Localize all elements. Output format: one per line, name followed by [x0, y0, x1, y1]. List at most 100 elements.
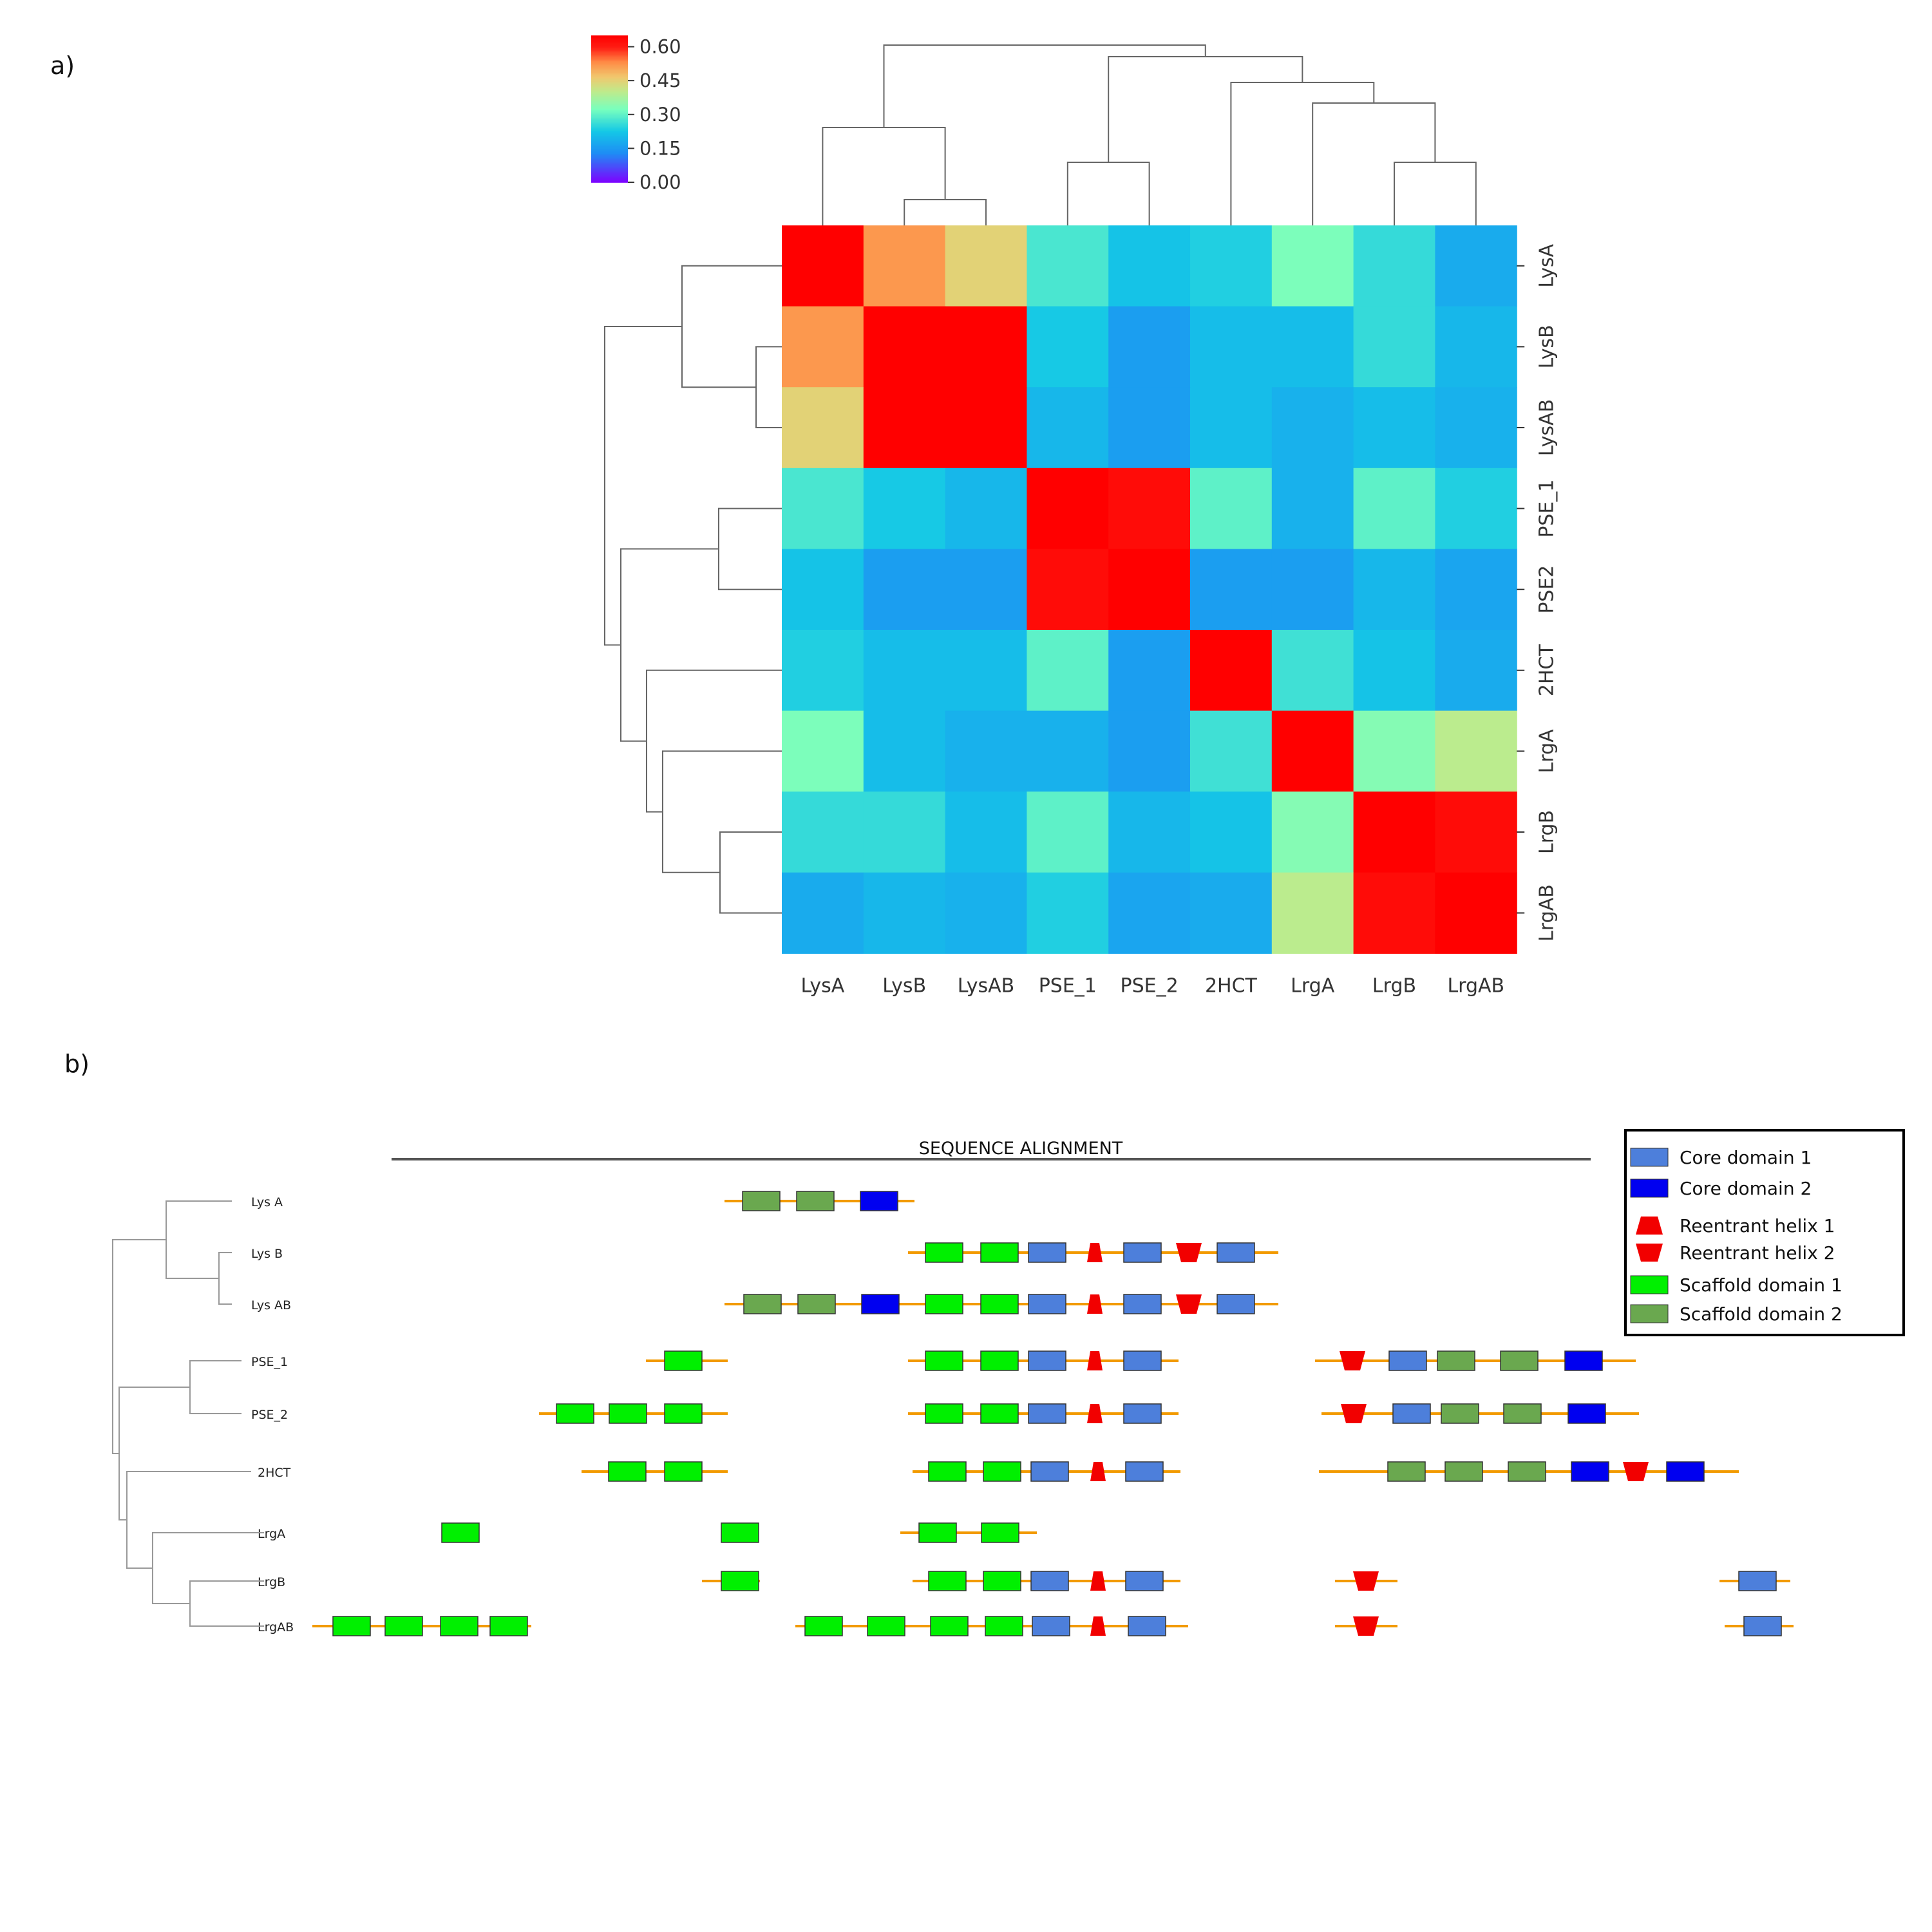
domain-scaf1-6-2-0 — [918, 1522, 957, 1543]
tree-leaf-label-5: 2HCT — [258, 1466, 291, 1480]
heatmap-cell-5-7 — [1353, 630, 1435, 712]
colorbar-step-48 — [591, 97, 628, 99]
alignment-row-4 — [539, 1403, 1639, 1424]
column-dendrogram — [822, 44, 1477, 225]
domain-rh2-8-2-0 — [1353, 1616, 1379, 1636]
tree-link-7 — [112, 1239, 166, 1454]
colorbar-step-87 — [591, 147, 628, 149]
heatmap-cell-2-0 — [782, 387, 864, 469]
alignment-rows — [312, 1191, 1794, 1636]
colorbar-step-19 — [591, 60, 628, 62]
heatmap-cell-3-8 — [1435, 468, 1517, 549]
legend-swatch-rh1 — [1636, 1217, 1663, 1235]
domain-scaf1-4-0-1 — [609, 1403, 647, 1424]
colorbar-step-51 — [591, 101, 628, 103]
col-label-1: LysB — [882, 974, 926, 997]
heatmap-cell-5-2 — [945, 630, 1027, 712]
alignment-title: SEQUENCE ALIGNMENT — [919, 1139, 1123, 1159]
domain-core1-7-3-0 — [1738, 1571, 1777, 1591]
domain-rh1-2-0-6 — [1087, 1294, 1103, 1314]
alignment-row-6 — [441, 1522, 1037, 1543]
col-dendro-link-3 — [1394, 162, 1477, 225]
heatmap-cell-3-6 — [1271, 468, 1354, 549]
tree-leaf-label-3: PSE_1 — [251, 1355, 288, 1369]
colorbar-step-90 — [591, 151, 628, 153]
heatmap-cell-7-3 — [1027, 791, 1109, 873]
alignment-row-7 — [702, 1571, 1790, 1591]
colorbar-step-65 — [591, 119, 628, 121]
domain-core1-1-0-6 — [1217, 1242, 1255, 1263]
domain-scaf1-5-0-0 — [608, 1461, 647, 1482]
heatmap-cell-2-2 — [945, 387, 1027, 469]
heatmap-cell-3-4 — [1108, 468, 1191, 549]
domain-scaf1-7-0-0 — [721, 1571, 759, 1591]
colorbar-step-99 — [591, 163, 628, 165]
colorbar-step-56 — [591, 108, 628, 109]
heatmap-cell-6-8 — [1435, 710, 1517, 792]
domain-scaf1-2-0-3 — [925, 1294, 963, 1314]
colorbar-step-0 — [591, 35, 628, 37]
heatmap-cell-1-3 — [1027, 306, 1109, 388]
colorbar-step-57 — [591, 109, 628, 111]
domain-core1-5-1-2 — [1030, 1461, 1069, 1482]
col-dendro-link-4 — [1312, 102, 1436, 225]
heatmap-cell-2-7 — [1353, 387, 1435, 469]
colorbar-step-72 — [591, 128, 628, 130]
legend-label-core2: Core domain 2 — [1680, 1178, 1812, 1199]
colorbar-step-83 — [591, 142, 628, 144]
legend-swatch-core1 — [1630, 1148, 1669, 1167]
heatmap-cell-4-0 — [782, 549, 864, 630]
colorbar-step-11 — [591, 50, 628, 52]
heatmap-cell-8-7 — [1353, 872, 1435, 954]
heatmap-cell-5-5 — [1190, 630, 1273, 712]
heatmap-cell-0-8 — [1435, 225, 1517, 307]
row-dendro-link-5 — [646, 669, 782, 813]
colorbar-step-25 — [591, 68, 628, 70]
heatmap-cell-0-0 — [782, 225, 864, 307]
heatmap-cell-3-1 — [863, 468, 946, 549]
heatmap-cell-5-8 — [1435, 630, 1517, 712]
domain-core1-5-1-4 — [1125, 1461, 1164, 1482]
row-dendro-link-7 — [604, 326, 682, 646]
colorbar-step-36 — [591, 82, 628, 84]
colorbar-step-29 — [591, 73, 628, 75]
colorbar-step-44 — [591, 92, 628, 94]
tree-leaf-label-4: PSE_2 — [251, 1408, 288, 1422]
heatmap-cell-8-5 — [1190, 872, 1273, 954]
heatmap-cell-5-6 — [1271, 630, 1354, 712]
row-dendro-link-0 — [755, 346, 782, 428]
domain-core1-4-1-2 — [1028, 1403, 1066, 1424]
tree-link-1 — [166, 1200, 232, 1279]
colorbar-step-10 — [591, 48, 628, 50]
domain-scaf2-0-0-1 — [796, 1191, 835, 1211]
colorbar-step-107 — [591, 173, 628, 175]
colorbar-step-12 — [591, 51, 628, 53]
heatmap-cell-0-1 — [863, 225, 946, 307]
domain-scaf1-8-0-3 — [489, 1616, 528, 1636]
colorbar-step-103 — [591, 168, 628, 170]
domain-scaf1-8-0-0 — [332, 1616, 371, 1636]
row-label-6: LrgA — [1536, 729, 1558, 773]
domain-scaf2-3-2-3 — [1500, 1350, 1539, 1371]
colorbar-step-75 — [591, 132, 628, 134]
colorbar-step-43 — [591, 91, 628, 93]
row-dendro-link-2 — [718, 507, 782, 591]
legend-swatch-rh2 — [1636, 1244, 1663, 1262]
heatmap-cell-1-6 — [1271, 306, 1354, 388]
heatmap-column-labels: LysA LysB LysAB PSE_1 PSE_2 2HCT LrgA LrgB LrgAB — [800, 974, 1504, 997]
heatmap-cell-3-5 — [1190, 468, 1273, 549]
domain-scaf1-5-1-1 — [983, 1461, 1021, 1482]
colorbar-step-108 — [591, 175, 628, 176]
colorbar-step-100 — [591, 164, 628, 166]
domain-rh1-8-1-5 — [1090, 1616, 1106, 1636]
domain-scaf2-2-0-1 — [797, 1294, 836, 1314]
domain-rh2-7-2-0 — [1353, 1571, 1379, 1591]
domain-scaf1-4-0-0 — [556, 1403, 594, 1424]
colorbar-step-63 — [591, 117, 628, 118]
colorbar-step-40 — [591, 87, 628, 89]
heatmap-cell-8-0 — [782, 872, 864, 954]
colorbar-step-59 — [591, 111, 628, 113]
domain-core1-7-1-4 — [1125, 1571, 1164, 1591]
heatmap-cell-2-1 — [863, 387, 946, 469]
row-label-0: LysA — [1536, 243, 1558, 287]
